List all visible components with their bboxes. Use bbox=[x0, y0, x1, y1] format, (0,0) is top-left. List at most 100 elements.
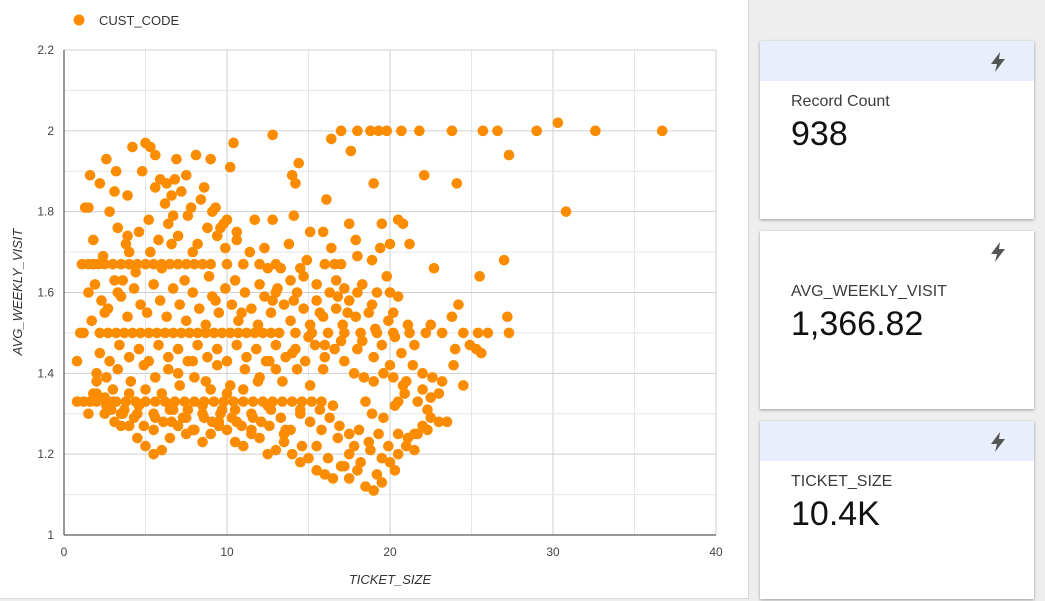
data-point[interactable] bbox=[174, 299, 186, 310]
data-point[interactable] bbox=[174, 380, 186, 391]
data-point[interactable] bbox=[190, 149, 202, 161]
data-point[interactable] bbox=[133, 226, 145, 238]
data-point[interactable] bbox=[433, 388, 445, 399]
data-point[interactable] bbox=[360, 396, 371, 407]
data-point[interactable] bbox=[202, 222, 213, 234]
data-point[interactable] bbox=[339, 460, 350, 472]
data-point[interactable] bbox=[149, 396, 161, 407]
data-point[interactable] bbox=[446, 311, 458, 323]
data-point[interactable] bbox=[171, 153, 182, 165]
data-point[interactable] bbox=[182, 210, 194, 222]
data-point[interactable] bbox=[130, 266, 142, 278]
data-point[interactable] bbox=[428, 262, 440, 274]
data-point[interactable] bbox=[179, 396, 190, 407]
data-point[interactable] bbox=[211, 343, 223, 355]
data-point[interactable] bbox=[163, 363, 174, 375]
data-point[interactable] bbox=[350, 234, 362, 246]
data-point[interactable] bbox=[101, 400, 112, 411]
data-point[interactable] bbox=[348, 440, 360, 452]
data-point[interactable] bbox=[200, 319, 212, 331]
data-point[interactable] bbox=[148, 258, 159, 270]
data-point[interactable] bbox=[180, 258, 192, 270]
data-point[interactable] bbox=[83, 408, 94, 420]
data-point[interactable] bbox=[296, 440, 308, 452]
data-point[interactable] bbox=[115, 258, 127, 270]
data-point[interactable] bbox=[342, 307, 353, 319]
data-point[interactable] bbox=[502, 311, 513, 323]
data-point[interactable] bbox=[122, 190, 133, 201]
data-point[interactable] bbox=[119, 327, 130, 339]
data-point[interactable] bbox=[117, 408, 128, 420]
data-point[interactable] bbox=[343, 295, 355, 306]
data-point[interactable] bbox=[285, 275, 296, 286]
data-point[interactable] bbox=[311, 295, 322, 306]
data-point[interactable] bbox=[228, 137, 239, 149]
data-point[interactable] bbox=[107, 384, 119, 395]
data-point[interactable] bbox=[332, 291, 344, 302]
data-point[interactable] bbox=[656, 125, 668, 137]
data-point[interactable] bbox=[301, 254, 313, 266]
data-point[interactable] bbox=[195, 194, 207, 205]
data-point[interactable] bbox=[267, 295, 278, 306]
data-point[interactable] bbox=[365, 444, 376, 456]
data-point[interactable] bbox=[254, 279, 265, 290]
data-point[interactable] bbox=[187, 287, 199, 298]
data-point[interactable] bbox=[381, 125, 393, 137]
data-point[interactable] bbox=[409, 339, 420, 351]
data-point[interactable] bbox=[368, 178, 380, 189]
data-point[interactable] bbox=[143, 214, 155, 226]
data-point[interactable] bbox=[187, 246, 199, 258]
data-point[interactable] bbox=[120, 238, 132, 250]
data-point[interactable] bbox=[189, 396, 200, 407]
data-point[interactable] bbox=[304, 226, 316, 238]
data-point[interactable] bbox=[161, 311, 172, 323]
data-point[interactable] bbox=[402, 319, 414, 331]
ticket-size-card[interactable]: TICKET_SIZE 10.4K bbox=[760, 421, 1034, 599]
data-point[interactable] bbox=[233, 327, 244, 339]
data-point[interactable] bbox=[433, 416, 445, 428]
data-point[interactable] bbox=[149, 412, 161, 424]
data-point[interactable] bbox=[425, 412, 437, 424]
data-point[interactable] bbox=[132, 432, 143, 444]
data-point[interactable] bbox=[299, 355, 311, 367]
data-point[interactable] bbox=[402, 432, 414, 444]
data-point[interactable] bbox=[164, 258, 176, 270]
data-point[interactable] bbox=[228, 396, 239, 407]
data-point[interactable] bbox=[316, 396, 327, 407]
data-point[interactable] bbox=[135, 327, 146, 339]
data-point[interactable] bbox=[179, 275, 190, 286]
data-point[interactable] bbox=[167, 283, 179, 294]
data-point[interactable] bbox=[239, 287, 251, 298]
data-point[interactable] bbox=[203, 271, 215, 282]
data-point[interactable] bbox=[156, 388, 168, 399]
data-point[interactable] bbox=[149, 182, 161, 193]
data-point[interactable] bbox=[306, 396, 318, 407]
data-point[interactable] bbox=[221, 258, 233, 270]
data-point[interactable] bbox=[127, 141, 138, 153]
data-point[interactable] bbox=[148, 279, 159, 290]
data-point[interactable] bbox=[441, 416, 453, 428]
data-point[interactable] bbox=[267, 214, 278, 226]
data-point[interactable] bbox=[163, 351, 174, 363]
data-point[interactable] bbox=[224, 161, 236, 173]
avg-weekly-visit-card[interactable]: AVG_WEEKLY_VISIT 1,366.82 bbox=[760, 231, 1034, 409]
data-point[interactable] bbox=[590, 125, 601, 137]
data-point[interactable] bbox=[159, 327, 171, 339]
data-point[interactable] bbox=[327, 473, 339, 484]
data-point[interactable] bbox=[241, 327, 252, 339]
data-point[interactable] bbox=[425, 319, 437, 331]
data-point[interactable] bbox=[422, 424, 433, 436]
data-point[interactable] bbox=[112, 363, 124, 375]
data-point[interactable] bbox=[278, 299, 290, 310]
data-point[interactable] bbox=[117, 275, 128, 286]
data-point[interactable] bbox=[316, 424, 327, 436]
data-point[interactable] bbox=[343, 473, 355, 484]
data-point[interactable] bbox=[231, 416, 243, 428]
data-point[interactable] bbox=[99, 258, 111, 270]
data-point[interactable] bbox=[286, 396, 298, 407]
data-point[interactable] bbox=[180, 315, 192, 327]
data-point[interactable] bbox=[123, 351, 135, 363]
data-point[interactable] bbox=[303, 452, 314, 464]
data-point[interactable] bbox=[254, 258, 265, 270]
data-point[interactable] bbox=[154, 295, 166, 306]
